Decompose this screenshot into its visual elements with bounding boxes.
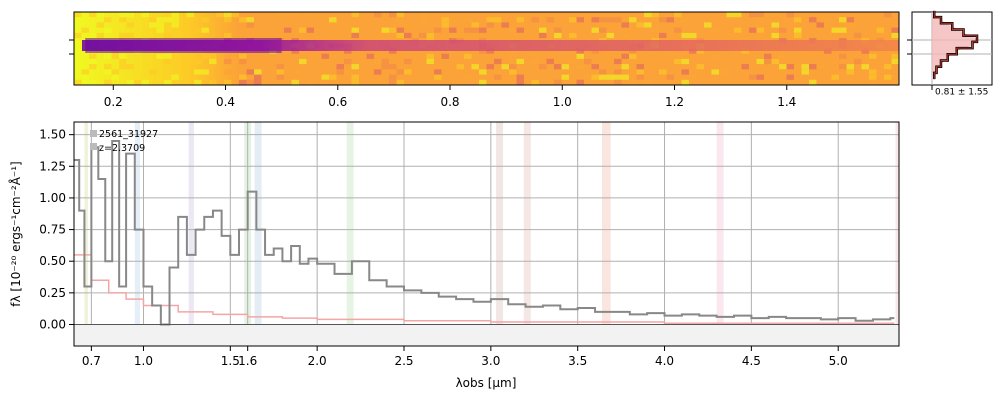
heatmap-x-tick-label: 0.2 <box>104 95 123 109</box>
plot-area <box>74 122 899 346</box>
flux-series <box>74 139 895 326</box>
x-tick-label: 3.0 <box>481 354 500 368</box>
x-tick-label: 2.0 <box>308 354 327 368</box>
y-tick-label: 0.50 <box>39 254 66 268</box>
heatmap-trace <box>82 40 899 51</box>
heatmap-frame <box>73 11 900 86</box>
spectrum-2d-panel: 0.2 0.4 0.6 0.8 1.0 1.2 1.4 <box>69 11 900 109</box>
profile-curve <box>932 10 979 80</box>
profile-model-line <box>933 10 978 80</box>
y-axis-label: fλ [10⁻²⁰ ergs⁻¹cm⁻²Å⁻¹] <box>8 161 23 306</box>
x-tick-label: 1.0 <box>134 354 153 368</box>
heatmap-x-tick-label: 0.4 <box>216 95 235 109</box>
y-tick-label: 0.25 <box>39 286 66 300</box>
x-axis: 0.7 1.0 1.51.6 2.0 2.5 3.0 3.5 4.0 4.5 5.0 <box>82 346 848 368</box>
y-axis: 0.00 0.25 0.50 0.75 1.00 1.25 1.50 <box>39 128 74 331</box>
heatmap-x-tick-label: 0.8 <box>440 95 459 109</box>
line-band <box>895 122 899 346</box>
heatmap-x-tick-label: 1.4 <box>777 95 796 109</box>
x-tick-label: 3.5 <box>568 354 587 368</box>
x-tick-label: 2.5 <box>394 354 413 368</box>
spectrum-1d-panel: 0.7 1.0 1.51.6 2.0 2.5 3.0 3.5 4.0 4.5 5.0 0.000.… <box>8 121 900 390</box>
redshift-label: z=2.3709 <box>99 143 145 154</box>
profile-label: 0.81 ± 1.55 <box>935 88 988 98</box>
y-tick-label: 1.00 <box>39 191 66 205</box>
plot-frame <box>73 121 900 347</box>
heatmap-x-tick-label: 1.0 <box>553 95 572 109</box>
line-band <box>134 122 140 346</box>
line-band <box>523 122 531 346</box>
negative-region <box>74 324 899 346</box>
x-tick-label: 4.0 <box>655 354 674 368</box>
x-tick-label: 4.5 <box>742 354 761 368</box>
line-band <box>716 122 724 346</box>
heatmap-x-tick-label: 1.2 <box>665 95 684 109</box>
model-series <box>74 254 895 324</box>
legend-annotations: 2561_31927 z=2.3709 <box>90 129 158 154</box>
heatmap-x-axis: 0.2 0.4 0.6 0.8 1.0 1.2 1.4 <box>104 85 796 109</box>
line-band <box>84 122 88 346</box>
y-tick-label: 1.25 <box>39 159 66 173</box>
series-layer <box>74 139 895 326</box>
x-tick-label: 1.6 <box>238 354 257 368</box>
y-tick-label: 0.75 <box>39 223 66 237</box>
object-id-label: 2561_31927 <box>99 129 158 140</box>
line-band <box>188 122 194 346</box>
spatial-profile-panel: 0.81 ± 1.55 <box>907 10 993 98</box>
line-band <box>602 122 611 346</box>
heatmap-x-tick-label: 0.6 <box>328 95 347 109</box>
x-tick-label: 1.5 <box>221 354 240 368</box>
y-tick-label: 1.50 <box>39 128 66 142</box>
line-band <box>346 122 354 346</box>
y-tick-label: 0.00 <box>39 317 66 331</box>
x-axis-label: λobs [µm] <box>456 376 517 390</box>
line-band <box>496 122 503 346</box>
x-tick-label: 0.7 <box>82 354 101 368</box>
line-band <box>254 122 262 346</box>
x-tick-label: 5.0 <box>829 354 848 368</box>
